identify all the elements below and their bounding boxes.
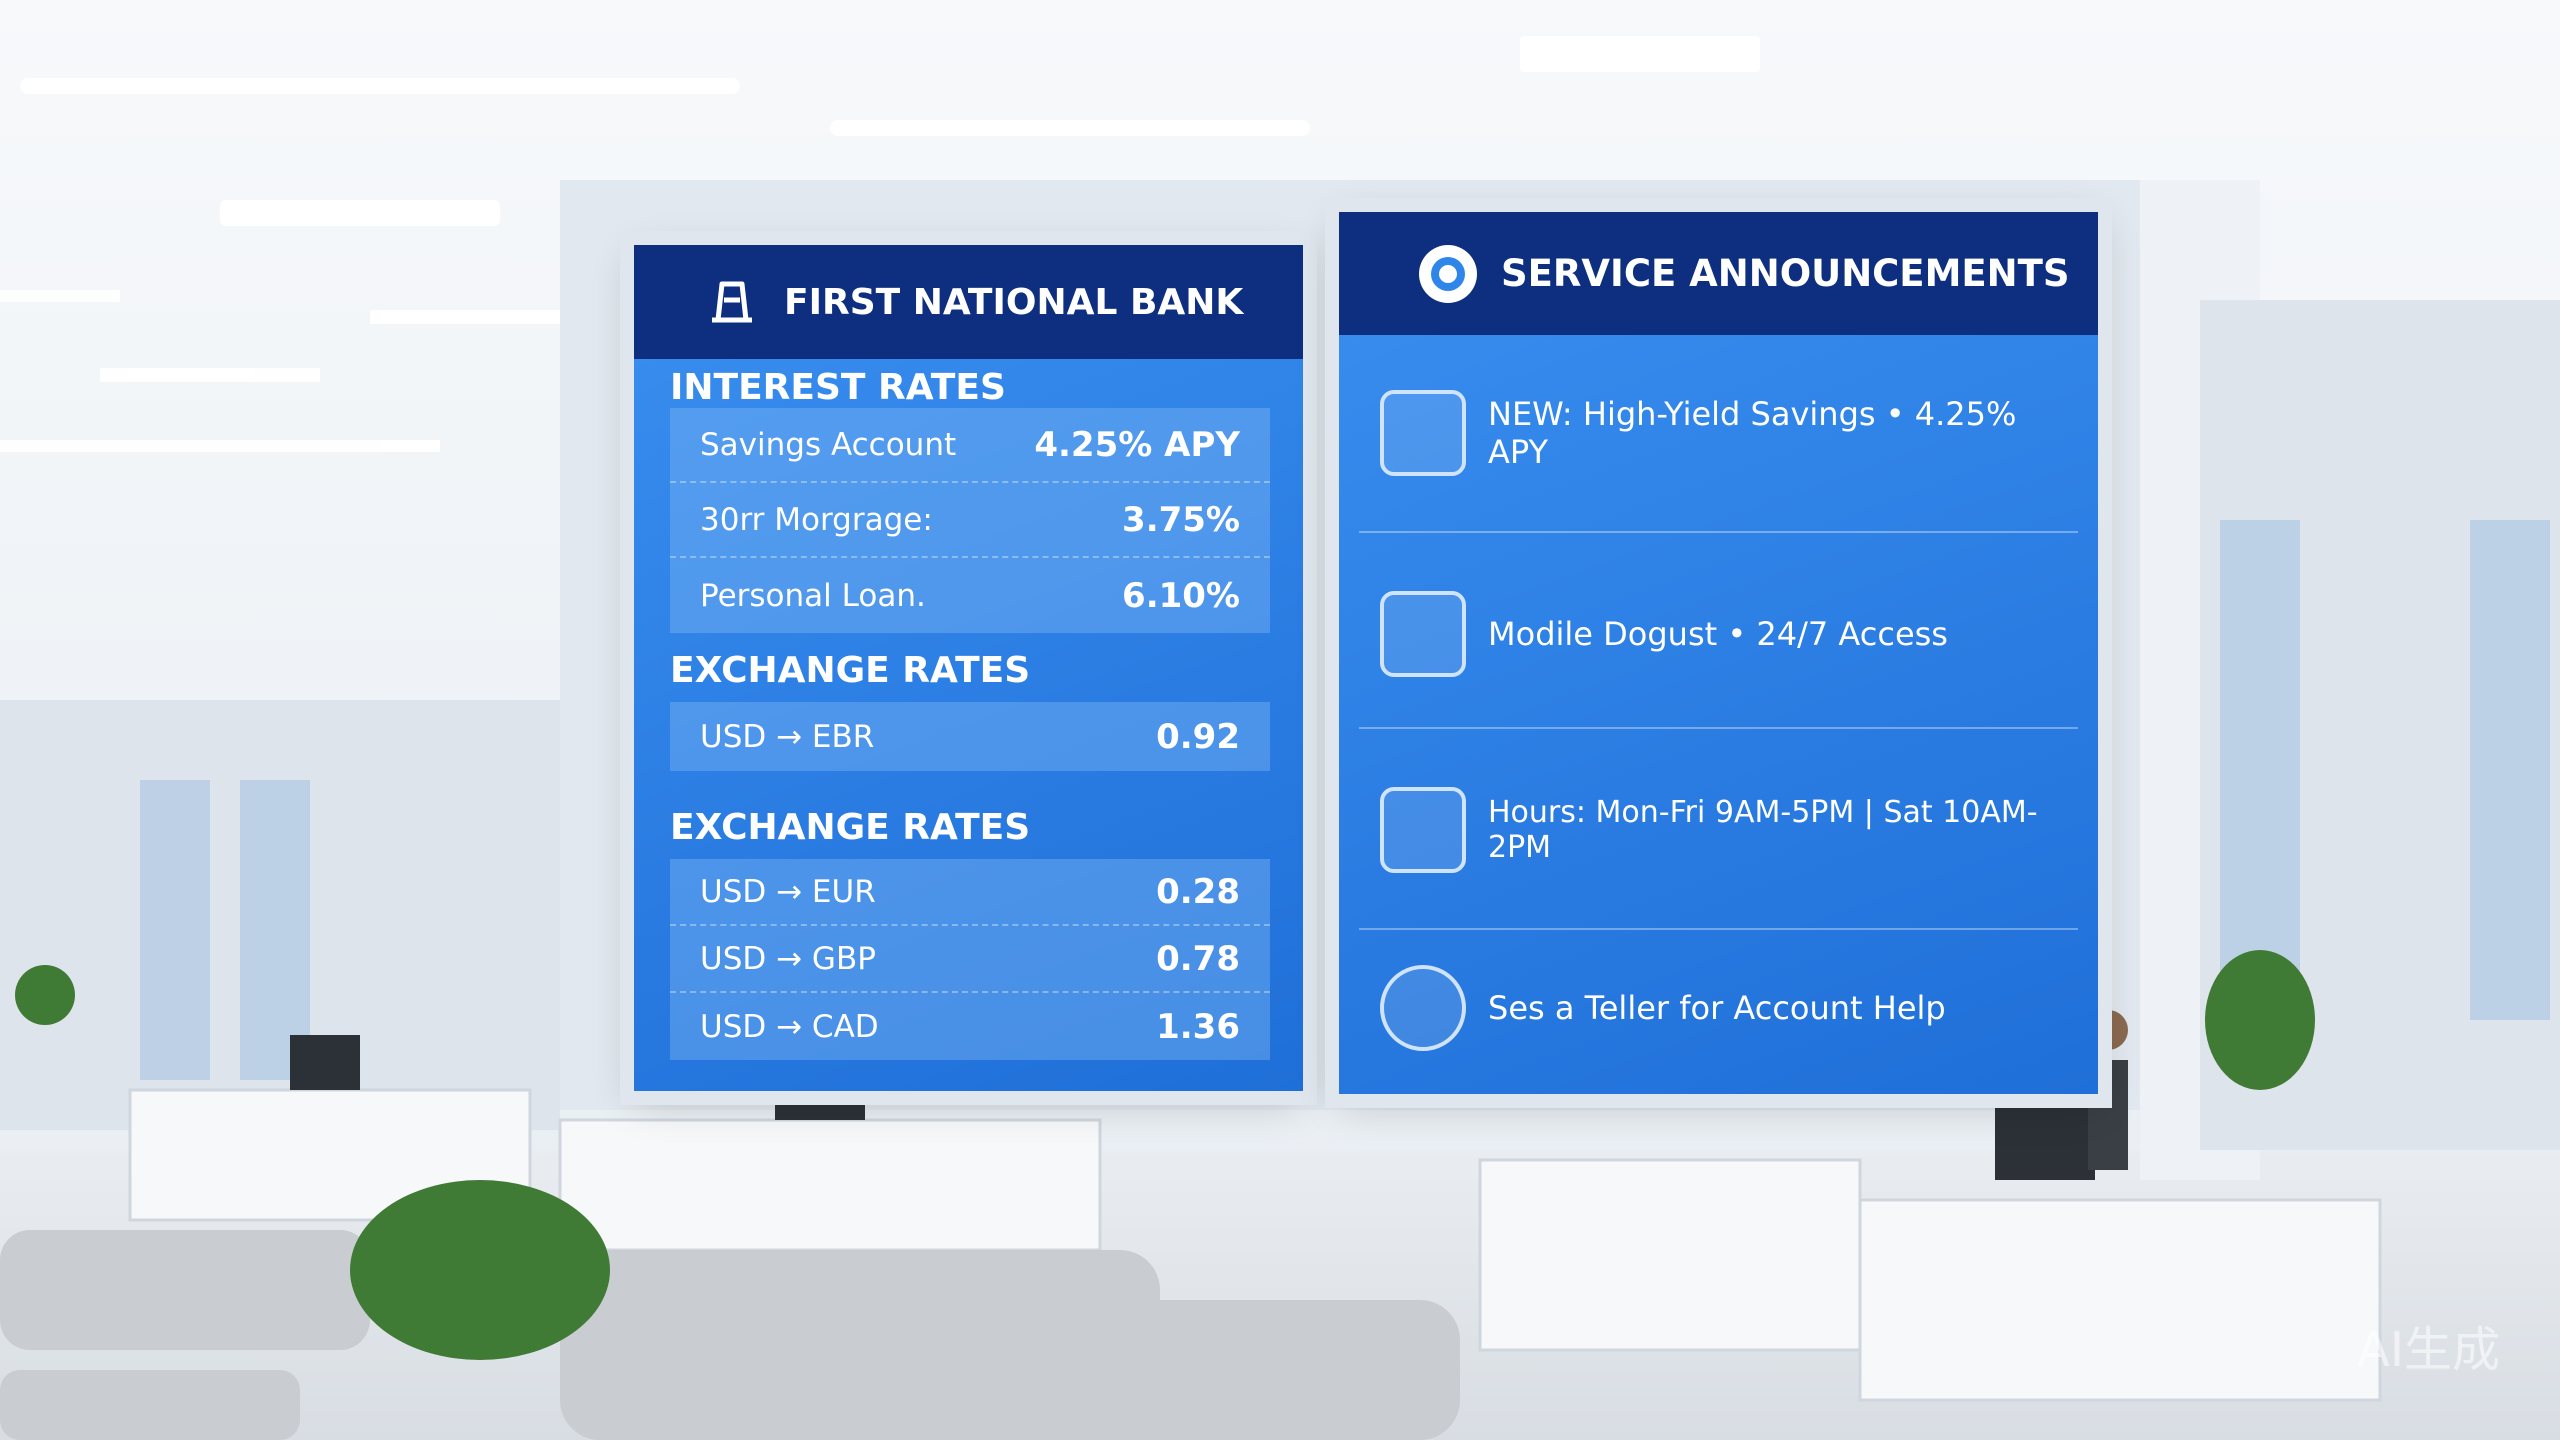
divider	[1359, 928, 2078, 930]
section-title: INTEREST RATES	[670, 367, 1006, 408]
rate-value: 1.36	[1156, 1006, 1240, 1047]
announcement-text: Modile Dogust • 24/7 Access	[1488, 615, 1948, 653]
panel-header: FIRST NATIONAL BANK	[634, 245, 1303, 359]
rate-table: Savings Account 4.25% APY 30rr Morgrage: 3…	[670, 408, 1270, 633]
announcements-title: SERVICE ANNOUNCEMENTS	[1501, 252, 2070, 295]
announcement-text: NEW: High-Yield Savings • 4.25% APY	[1488, 395, 2017, 471]
item-icon	[1380, 591, 1466, 677]
rate-label: USD → GBP	[700, 940, 876, 977]
bank-title: FIRST NATIONAL BANK	[784, 281, 1244, 323]
section-title: EXCHANGE RATES	[670, 650, 1031, 691]
watermark: AI生成	[2357, 1322, 2500, 1378]
rate-row: USD → CAD 1.36	[670, 993, 1270, 1060]
bank-icon	[712, 281, 752, 323]
rates-panel: FIRST NATIONAL BANK INTEREST RATES Savin…	[634, 245, 1303, 1091]
rate-value: 3.75%	[1122, 499, 1240, 540]
rate-table: USD → EBR 0.92	[670, 702, 1270, 771]
rate-value: 0.28	[1156, 871, 1240, 912]
rate-value: 0.78	[1156, 938, 1240, 979]
rate-value: 6.10%	[1122, 575, 1240, 616]
announcement-text: Ses a Teller for Account Help	[1488, 989, 1946, 1027]
rate-label: USD → EBR	[700, 718, 875, 755]
announcement: Ses a Teller for Account Help	[1380, 958, 2078, 1058]
rate-value: 0.92	[1156, 716, 1240, 757]
item-icon	[1380, 965, 1466, 1051]
divider	[1359, 727, 2078, 729]
rate-label: USD → EUR	[700, 873, 876, 910]
rate-row: USD → GBP 0.78	[670, 926, 1270, 993]
rate-row: USD → EBR 0.92	[670, 702, 1270, 771]
panel-header: SERVICE ANNOUNCEMENTS	[1339, 212, 2098, 335]
rate-label: Personal Loan.	[700, 577, 926, 614]
section-title: EXCHANGE RATES	[670, 807, 1031, 848]
rate-table: USD → EUR 0.28 USD → GBP 0.78 USD → CAD 1.3…	[670, 859, 1270, 1060]
rate-label: Savings Account	[700, 426, 957, 463]
rate-row: Savings Account 4.25% APY	[670, 408, 1270, 483]
announcement: Hours: Mon-Fri 9AM-5PM | Sat 10AM-2PM	[1380, 780, 2078, 880]
rate-row: Personal Loan. 6.10%	[670, 558, 1270, 633]
rate-value: 4.25% APY	[1034, 424, 1240, 465]
announcement: NEW: High-Yield Savings • 4.25% APY	[1380, 383, 2078, 483]
rate-row: 30rr Morgrage: 3.75%	[670, 483, 1270, 558]
rate-row: USD → EUR 0.28	[670, 859, 1270, 926]
announcement-text: Hours: Mon-Fri 9AM-5PM | Sat 10AM-2PM	[1488, 795, 2038, 865]
divider	[1359, 531, 2078, 533]
announcements-panel: SERVICE ANNOUNCEMENTS NEW: High-Yield Sa…	[1339, 212, 2098, 1094]
item-icon	[1380, 787, 1466, 873]
rate-label: USD → CAD	[700, 1008, 879, 1045]
rate-label: 30rr Morgrage:	[700, 501, 933, 538]
item-icon	[1380, 390, 1466, 476]
announcement: Modile Dogust • 24/7 Access	[1380, 584, 2078, 684]
announce-icon	[1419, 244, 1477, 303]
